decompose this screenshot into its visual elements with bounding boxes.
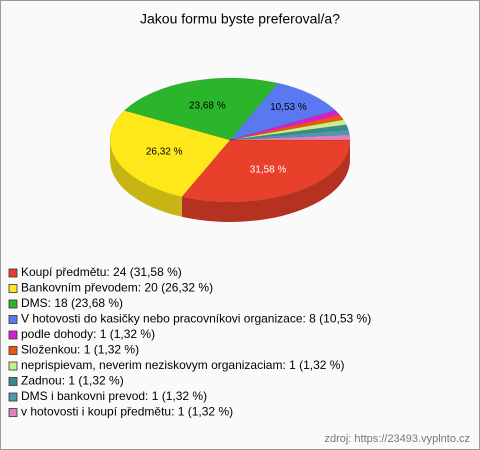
legend-label: V hotovosti do kasičky nebo pracovníkovi… (21, 312, 371, 326)
legend-swatch (8, 330, 18, 340)
legend-swatch (8, 268, 18, 278)
slice-label: 31,58 % (250, 165, 287, 176)
chart-title: Jakou formu byste preferoval/a? (140, 11, 340, 27)
slice (123, 77, 279, 141)
slice (229, 119, 347, 141)
slice (229, 124, 349, 141)
legend-label: Bankovním převodem: 20 (26,32 %) (21, 281, 213, 295)
slice-label: 10,53 % (270, 102, 307, 113)
slice (229, 82, 336, 141)
slice-label: 26,32 % (146, 146, 183, 157)
slice-side (109, 140, 182, 217)
legend-label: Zadnou: 1 (1,32 %) (21, 374, 124, 388)
slice (181, 139, 351, 203)
legend-label: DMS i bankovni prevod: 1 (1,32 %) (21, 389, 207, 403)
source: zdroj: https://23493.vyplnto.cz (324, 433, 470, 445)
legend-label: Koupí předmětu: 24 (31,58 %) (21, 265, 182, 279)
slice (229, 110, 341, 141)
legend-swatch (8, 361, 18, 371)
slice-side (181, 140, 350, 222)
slice (229, 134, 351, 141)
legend-swatch (8, 315, 18, 324)
legend-swatch (8, 408, 18, 417)
slice (229, 114, 344, 141)
legend-label: podle dohody: 1 (1,32 %) (21, 327, 155, 341)
slice (229, 129, 350, 141)
legend-swatch (8, 346, 18, 355)
legend-label: v hotovosti i koupí předmětu: 1 (1,32 %) (21, 405, 233, 419)
legend-swatch (8, 299, 18, 309)
legend-swatch (8, 392, 18, 402)
legend-label: DMS: 18 (23,68 %) (21, 296, 123, 310)
slice-label: 23,68 % (189, 101, 226, 112)
slice (109, 110, 231, 198)
legend-label: Složenkou: 1 (1,32 %) (21, 343, 139, 357)
legend-swatch (8, 284, 18, 293)
legend-swatch (8, 377, 18, 386)
legend-label: neprispievam, neverim neziskovym organiz… (21, 358, 344, 372)
